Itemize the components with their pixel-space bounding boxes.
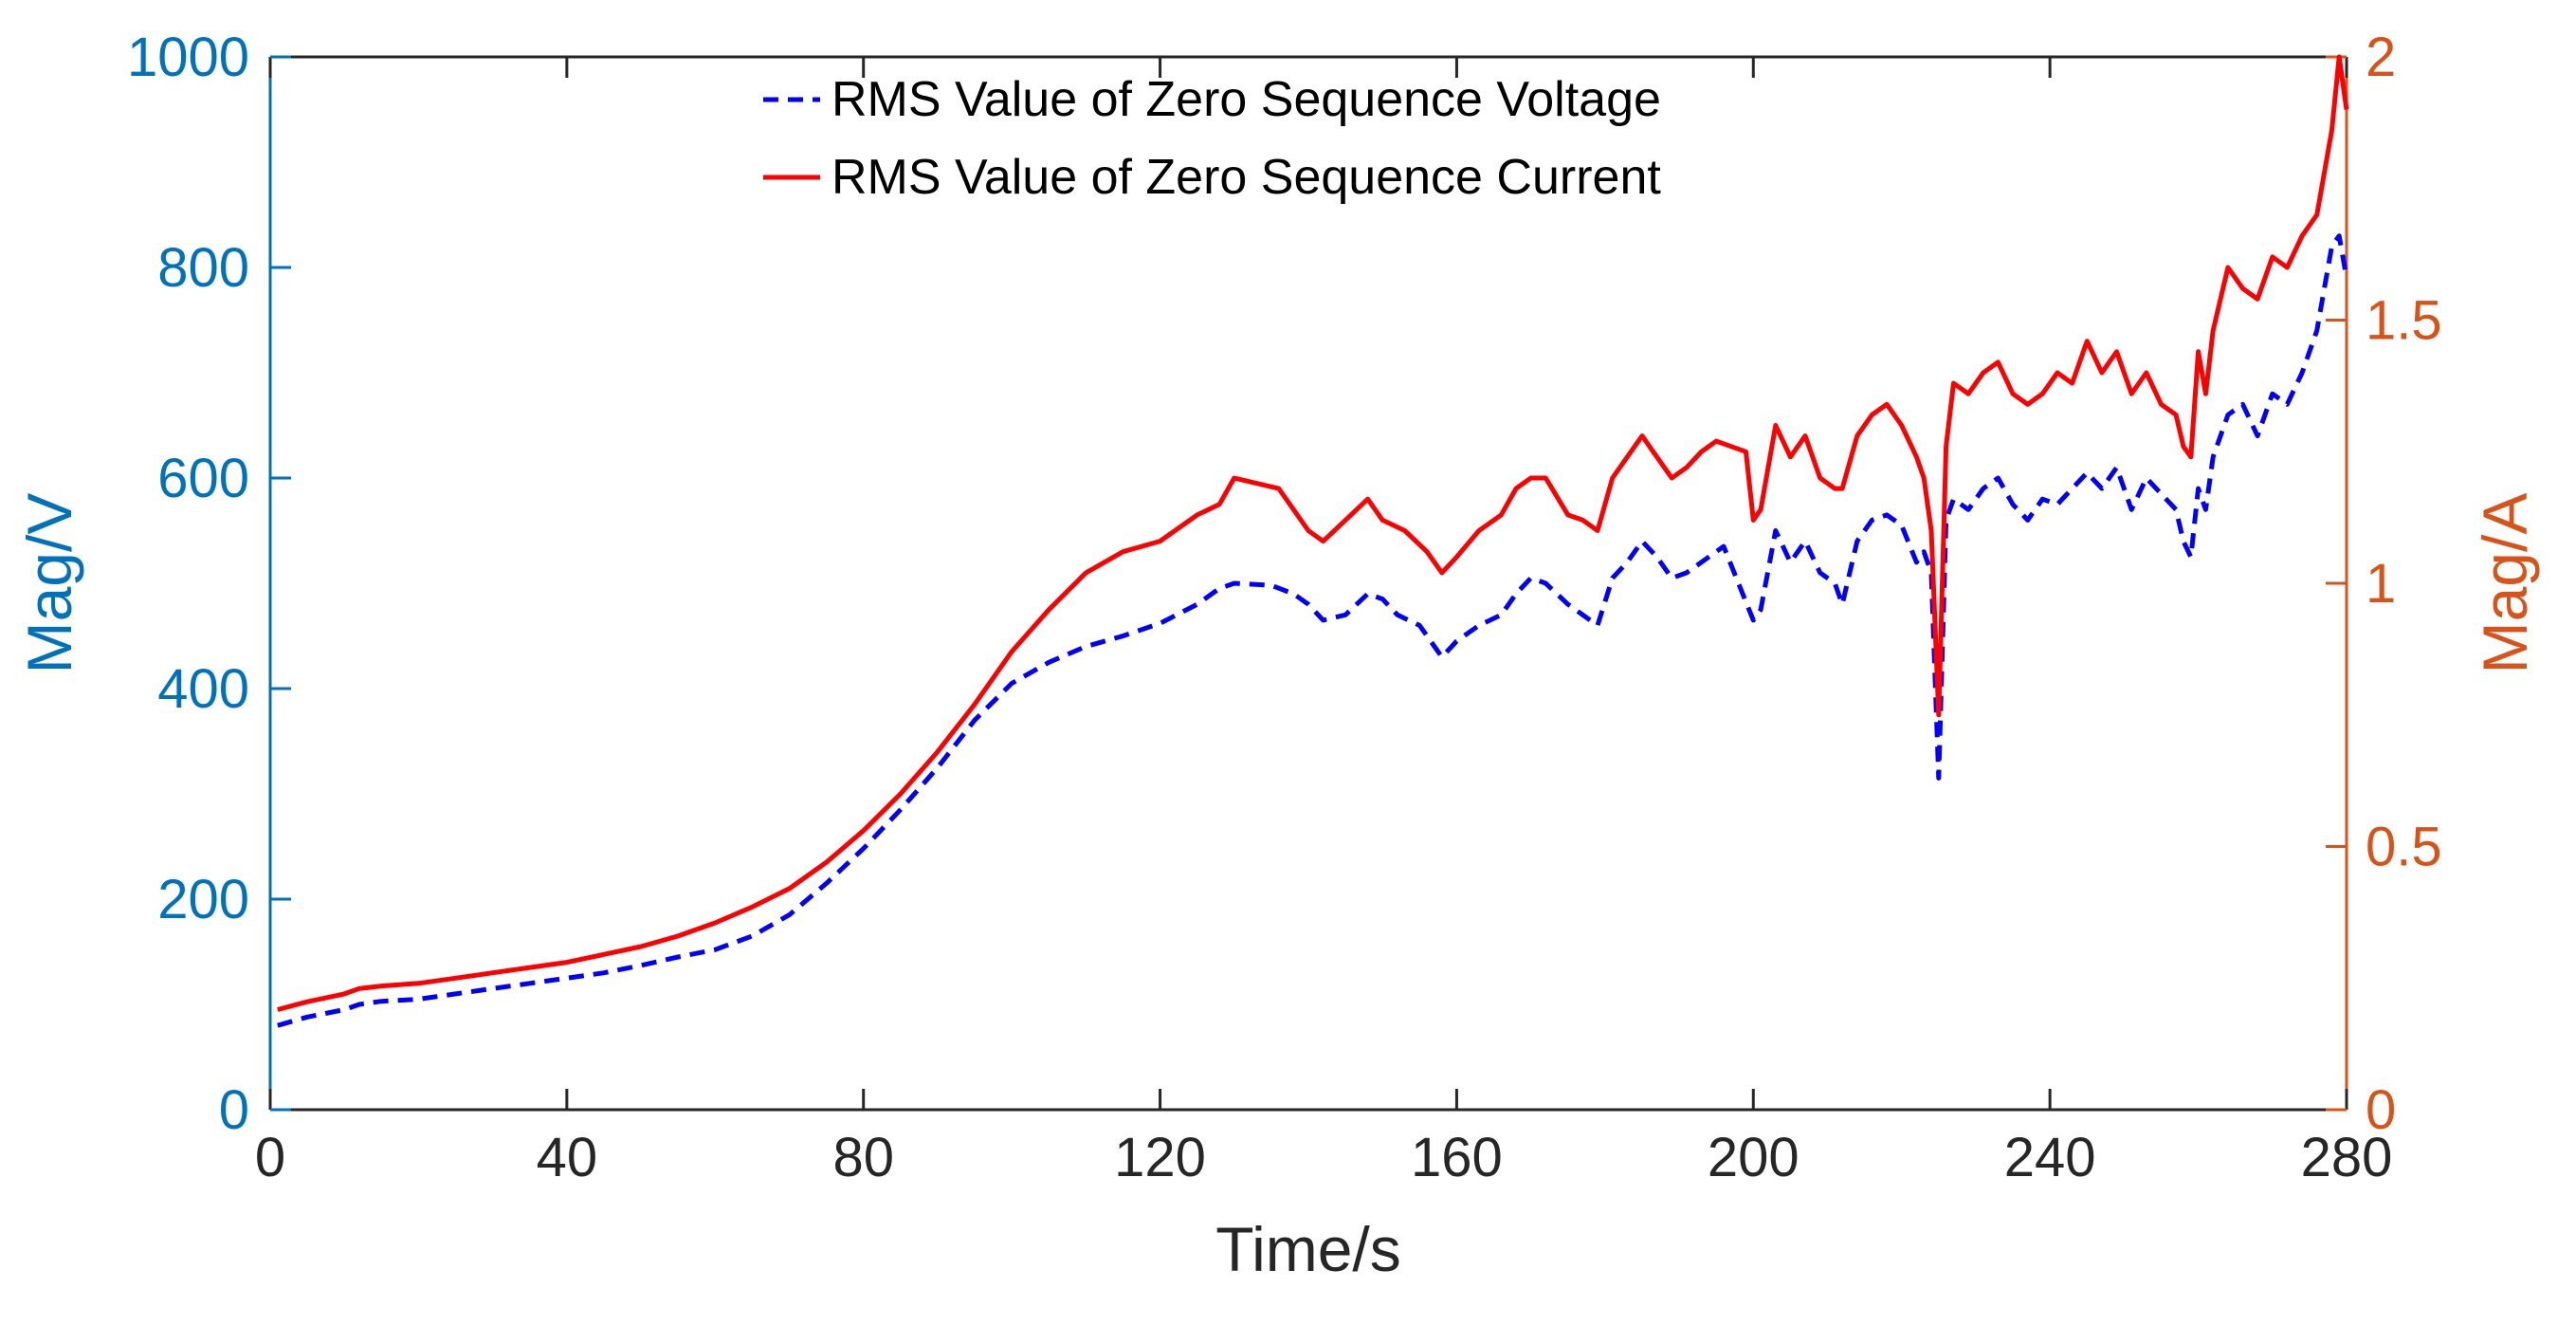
legend-label-voltage: RMS Value of Zero Sequence Voltage — [831, 72, 1661, 127]
y-left-tick-label: 400 — [157, 658, 249, 720]
legend: RMS Value of Zero Sequence Voltage RMS Va… — [763, 72, 1661, 205]
y-left-tick-label: 800 — [157, 237, 249, 299]
series-lines — [277, 54, 2349, 1028]
voltage-series-line — [277, 233, 2349, 1028]
x-tick-label: 240 — [2004, 1127, 2096, 1188]
x-tick-label: 280 — [2301, 1127, 2393, 1188]
y-right-tick-label: 1.5 — [2366, 290, 2442, 352]
x-tick-label: 200 — [1708, 1127, 1800, 1188]
current-series-line — [277, 54, 2349, 1012]
plot-frame — [268, 55, 2348, 1112]
y-right-tick-label: 2 — [2366, 27, 2396, 88]
y-right-tick-label: 0 — [2366, 1079, 2396, 1141]
x-tick-label: 40 — [537, 1127, 598, 1188]
y-right-tick-label: 1 — [2366, 553, 2396, 615]
y-left-axis-title: Mag/V — [14, 493, 84, 674]
y-right-axis-title: Mag/A — [2470, 493, 2540, 674]
x-tick-label: 0 — [255, 1127, 285, 1188]
x-tick-label: 120 — [1114, 1127, 1206, 1188]
x-tick-label: 160 — [1411, 1127, 1503, 1188]
y-left-tick-label: 0 — [219, 1079, 249, 1141]
y-left-tick-label: 1000 — [127, 27, 249, 88]
x-axis-title: Time/s — [1215, 1214, 1401, 1284]
legend-label-current: RMS Value of Zero Sequence Current — [831, 150, 1661, 205]
y-right-tick-label: 0.5 — [2366, 817, 2442, 878]
y-left-tick-label: 600 — [157, 448, 249, 509]
x-tick-label: 80 — [832, 1127, 894, 1188]
y-left-tick-label: 200 — [157, 869, 249, 930]
axis-ticks: 0 40 80 120 160 200 240 2800200400600800100000.… — [127, 27, 2442, 1188]
axis-titles: Time/s Mag/V Mag/A — [14, 493, 2540, 1284]
